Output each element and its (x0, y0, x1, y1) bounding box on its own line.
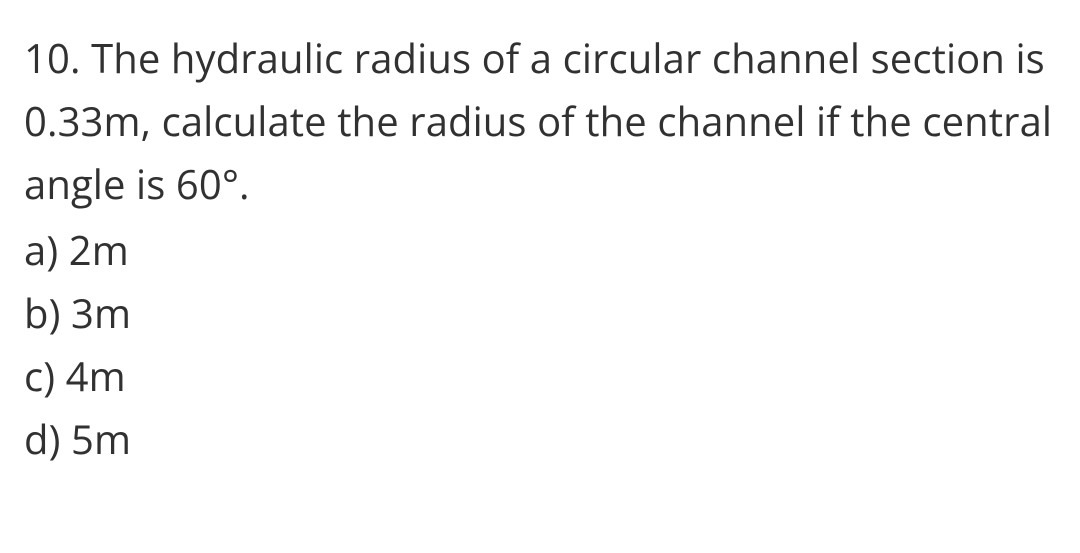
option-value: 5m (71, 411, 131, 466)
option-d[interactable]: d) 5m (24, 407, 1056, 470)
question-number: 10. (24, 30, 81, 85)
option-label: c) (24, 348, 55, 403)
options-list: a) 2m b) 3m c) 4m d) 5m (24, 218, 1056, 471)
option-label: d) (24, 411, 60, 466)
option-value: 2m (69, 222, 129, 277)
question-body: The hydraulic radius of a circular chann… (24, 30, 1052, 211)
option-label: b) (24, 285, 60, 340)
option-value: 4m (66, 348, 126, 403)
option-b[interactable]: b) 3m (24, 281, 1056, 344)
option-value: 3m (71, 285, 131, 340)
option-a[interactable]: a) 2m (24, 218, 1056, 281)
question-text: 10. The hydraulic radius of a circular c… (24, 26, 1056, 216)
option-label: a) (24, 222, 58, 277)
question-block: 10. The hydraulic radius of a circular c… (0, 0, 1080, 470)
option-c[interactable]: c) 4m (24, 344, 1056, 407)
